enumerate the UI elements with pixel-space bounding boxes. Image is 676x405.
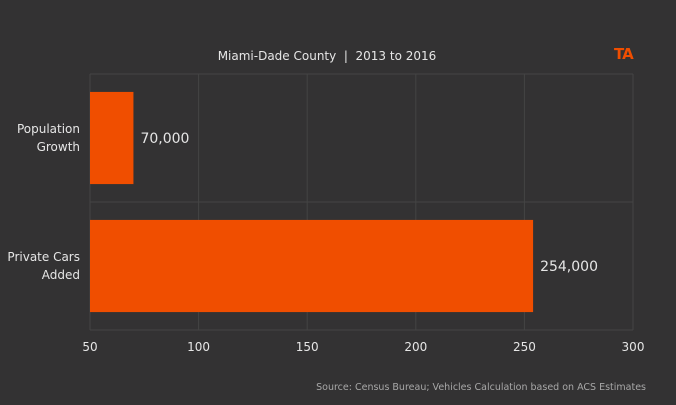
x-tick-label: 250 bbox=[513, 340, 536, 354]
bar bbox=[90, 91, 134, 185]
category-label: Added bbox=[42, 268, 80, 282]
category-label: Growth bbox=[37, 140, 80, 154]
category-label: Private Cars bbox=[7, 250, 80, 264]
chart-title: Miami-Dade County | 2013 to 2016 bbox=[218, 49, 437, 63]
category-label: Population bbox=[17, 122, 80, 136]
x-tick-label: 300 bbox=[622, 340, 645, 354]
bar bbox=[90, 219, 534, 313]
source-note: Source: Census Bureau; Vehicles Calculat… bbox=[316, 382, 646, 393]
bar-value-label: 70,000 bbox=[140, 131, 189, 147]
grid-lines bbox=[89, 73, 634, 331]
x-tick-label: 50 bbox=[82, 340, 97, 354]
x-tick-label: 150 bbox=[296, 340, 319, 354]
x-axis-ticks: 50 100 150 200 250 300 bbox=[82, 340, 644, 354]
x-tick-label: 100 bbox=[187, 340, 210, 354]
bars-group: 70,000 Population Growth 254,000 Private Car… bbox=[7, 91, 598, 313]
x-tick-label: 200 bbox=[404, 340, 427, 354]
bar-value-label: 254,000 bbox=[540, 259, 598, 275]
brand-logo: TA bbox=[614, 45, 634, 63]
